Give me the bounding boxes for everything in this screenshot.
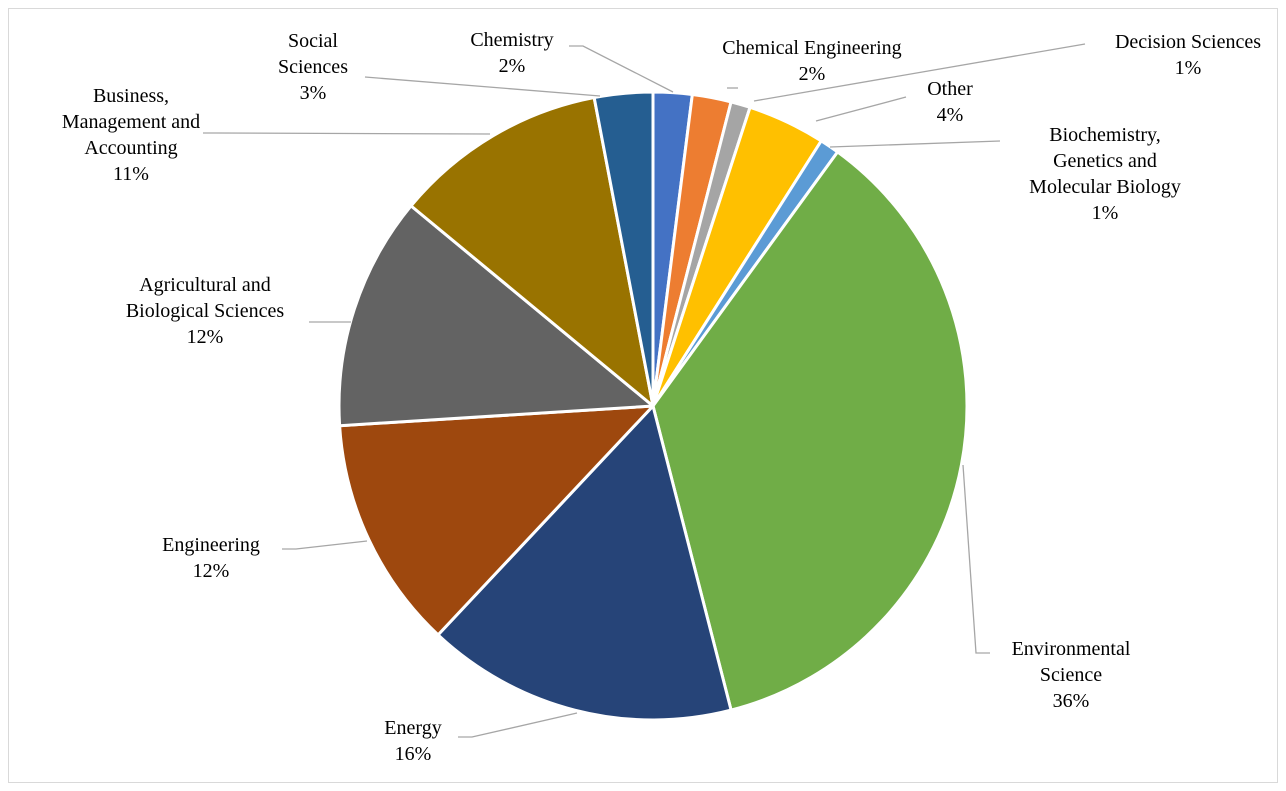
- data-label-category: Biological Sciences: [126, 300, 285, 322]
- leader-line-decision-sciences: [753, 43, 1086, 102]
- data-label-category: Agricultural and: [139, 274, 271, 296]
- leader-line-environmental-science: [962, 464, 990, 654]
- data-label-percent: 1%: [1175, 57, 1202, 79]
- data-label-category: Business,: [93, 85, 169, 107]
- data-label-biochemistry-genetics-and-molecular-biology: Biochemistry, Genetics and Molecular Biolo…: [1029, 124, 1181, 224]
- data-label-category: Engineering: [162, 534, 260, 556]
- leader-lines-group: [203, 43, 1086, 738]
- slice-engineering: [338, 404, 655, 637]
- data-label-category: Chemical Engineering: [722, 37, 901, 59]
- data-label-social-sciences: Social Sciences 3%: [278, 30, 348, 104]
- data-label-percent: 12%: [193, 560, 230, 582]
- data-label-category: Decision Sciences: [1115, 31, 1261, 53]
- data-label-category: Chemistry: [470, 29, 553, 51]
- data-label-percent: 3%: [300, 82, 327, 104]
- data-label-percent: 16%: [395, 743, 432, 765]
- data-label-decision-sciences: Decision Sciences 1%: [1115, 31, 1261, 79]
- data-label-percent: 36%: [1053, 690, 1090, 712]
- leader-line-other: [815, 96, 907, 122]
- data-label-engineering: Engineering 12%: [162, 534, 260, 582]
- data-label-category: Social: [288, 30, 338, 52]
- data-label-energy: Energy 16%: [384, 717, 441, 765]
- data-label-percent: 4%: [937, 104, 964, 126]
- data-label-category: Environmental: [1012, 638, 1131, 660]
- slice-agricultural-and-biological-sciences: [337, 204, 655, 428]
- data-label-category: Biochemistry,: [1049, 124, 1160, 146]
- data-label-agricultural-and-biological-sciences: Agricultural and Biological Sciences 12%: [126, 274, 285, 348]
- data-label-category: Science: [1040, 664, 1102, 686]
- slice-environmental-science: [651, 150, 969, 712]
- data-label-percent: 12%: [187, 326, 224, 348]
- leader-line-engineering: [282, 540, 368, 550]
- data-label-chemical-engineering: Chemical Engineering 2%: [722, 37, 901, 85]
- data-label-percent: 2%: [499, 55, 526, 77]
- data-label-percent: 1%: [1092, 202, 1119, 224]
- slice-energy: [436, 404, 733, 722]
- data-label-category: Sciences: [278, 56, 348, 78]
- data-label-chemistry: Chemistry 2%: [470, 29, 553, 77]
- data-label-category: Molecular Biology: [1029, 176, 1181, 198]
- data-label-category: Other: [927, 78, 973, 100]
- slice-social-sciences: [592, 90, 655, 408]
- data-label-category: Genetics and: [1053, 150, 1157, 172]
- leader-line-business-management-and-accounting: [203, 132, 491, 135]
- data-label-environmental-science: Environmental Science 36%: [1012, 638, 1131, 712]
- data-label-other: Other 4%: [927, 78, 973, 126]
- slices-group: [337, 90, 969, 722]
- data-label-percent: 2%: [799, 63, 826, 85]
- slice-business-management-and-accounting: [409, 96, 655, 408]
- data-label-business-management-and-accounting: Business, Management and Accounting 11%: [62, 85, 200, 185]
- leader-line-biochemistry-genetics-and-molecular-biology: [829, 140, 1001, 148]
- data-label-category: Energy: [384, 717, 441, 739]
- data-label-percent: 11%: [113, 163, 149, 185]
- labels-group: Chemistry 2% Chemical Engineering 2% Decisio…: [62, 29, 1261, 765]
- leader-line-social-sciences: [364, 76, 601, 97]
- data-label-category: Accounting: [84, 137, 177, 159]
- leader-line-energy: [458, 712, 578, 738]
- leader-line-chemistry: [569, 45, 674, 93]
- data-label-category: Management and: [62, 111, 200, 133]
